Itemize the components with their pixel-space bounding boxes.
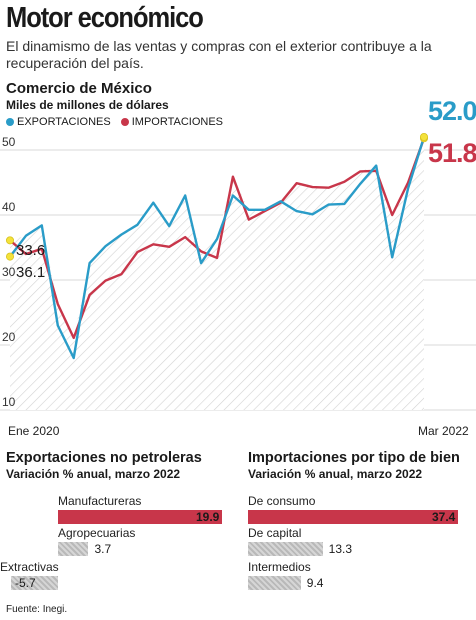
bar [11, 576, 58, 590]
legend-dot-importaciones [120, 118, 129, 126]
legend-dot-exportaciones [6, 118, 14, 126]
bar [248, 510, 458, 524]
y-tick-20: 20 [2, 330, 16, 344]
bar-value-label: 13.3 [328, 542, 353, 556]
line-chart-title: Comercio de México [6, 80, 152, 97]
bar-category-label: De consumo [248, 494, 316, 508]
page-title: Motor económico [6, 2, 204, 34]
bar-value-label: -5.7 [15, 576, 36, 590]
legend-importaciones: IMPORTACIONES [120, 116, 224, 128]
x-label-end: Mar 2022 [418, 424, 469, 438]
source-note: Fuente: Inegi. [6, 604, 68, 615]
bar [248, 542, 323, 556]
area-layer [10, 137, 424, 410]
point-layer [6, 132, 428, 261]
bar [58, 510, 222, 524]
importaciones-bar-title: Importaciones por tipo de bien [248, 450, 460, 466]
tick-layer: 10 20 30 40 50 [2, 135, 16, 409]
bar-category-label: Intermedios [248, 560, 311, 574]
line-layer [9, 136, 426, 360]
importaciones-bar-header: Importaciones por tipo de bien Variación… [248, 450, 460, 481]
endpoint-importaciones-0 [6, 236, 14, 245]
legend-exportaciones: EXPORTACIONES [6, 116, 111, 128]
series-line-exportaciones [9, 136, 426, 360]
bar-value-label: 9.4 [306, 576, 324, 590]
line-chart: 10 20 30 40 50 [0, 132, 476, 411]
bar [248, 576, 301, 590]
x-label-start: Ene 2020 [8, 424, 60, 438]
bar-value-label: 37.4 [432, 510, 456, 524]
bar-category-label: Agropecuarias [58, 526, 136, 540]
line-chart-subtitle: Miles de millones de dólares [6, 98, 169, 112]
endpoint-exportaciones-26 [419, 132, 428, 141]
bar-value-label: 19.9 [196, 510, 220, 524]
bar [58, 542, 89, 556]
bar-category-label: Manufactureras [58, 494, 142, 508]
importaciones-first-value: 33.6 [16, 242, 46, 259]
exportaciones-bar-header: Exportaciones no petroleras Variación % … [6, 450, 202, 481]
page-subtitle: El dinamismo de las ventas y compras con… [6, 38, 432, 71]
bar-category-label: De capital [248, 526, 302, 540]
importaciones-last-value: 51.8 [428, 138, 476, 168]
endpoint-exportaciones-0 [6, 252, 14, 261]
area-fill [10, 137, 424, 410]
legend-label-importaciones: IMPORTACIONES [131, 116, 224, 128]
y-tick-40: 40 [2, 200, 16, 214]
exportaciones-first-value: 36.1 [16, 264, 46, 281]
bar-category-label: Extractivas [0, 560, 59, 574]
exportaciones-bar-title: Exportaciones no petroleras [6, 450, 202, 466]
exportaciones-bar-subtitle: Variación % anual, marzo 2022 [6, 467, 181, 481]
chart-legend: EXPORTACIONES IMPORTACIONES [6, 116, 223, 128]
y-tick-30: 30 [2, 265, 16, 279]
exportaciones-last-value: 52.0 [428, 96, 476, 126]
importaciones-bar-subtitle: Variación % anual, marzo 2022 [248, 467, 423, 481]
y-tick-50: 50 [2, 135, 16, 149]
legend-label-exportaciones: EXPORTACIONES [17, 116, 111, 128]
y-tick-10: 10 [2, 395, 16, 409]
bar-value-label: 3.7 [94, 542, 112, 556]
